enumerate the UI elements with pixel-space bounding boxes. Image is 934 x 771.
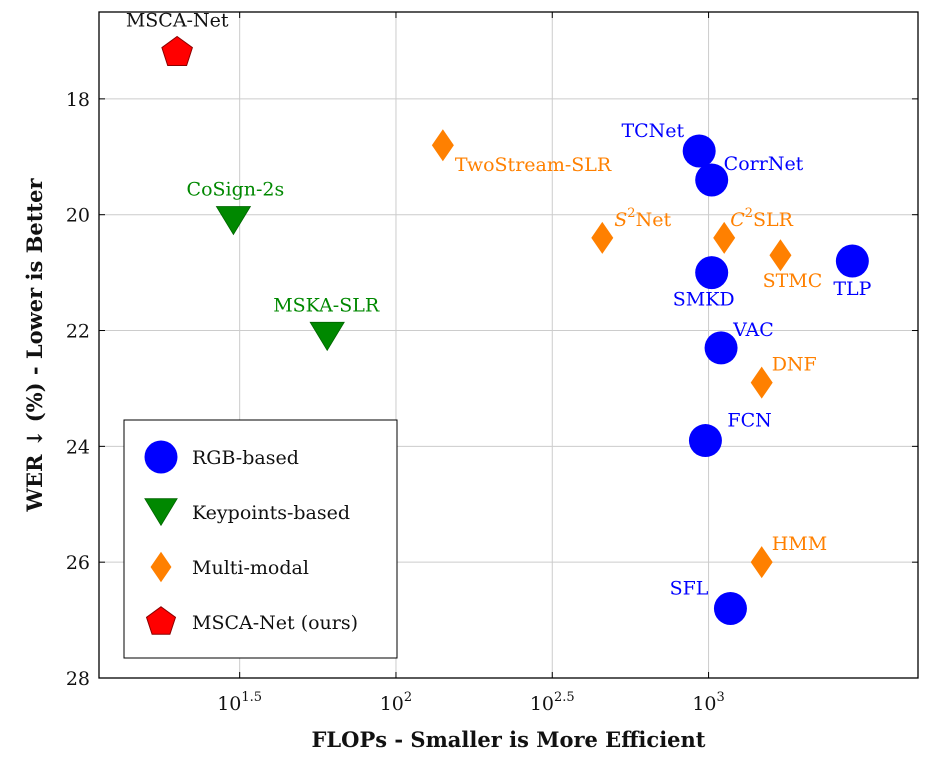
legend-mm-marker <box>150 551 172 583</box>
point-dnf-label: DNF <box>772 354 817 376</box>
point-s-net-label: S2Net <box>614 206 671 231</box>
point-c-slr-marker <box>713 221 736 254</box>
point-fcn-label: FCN <box>727 410 771 432</box>
y-tick-label: 20 <box>66 205 90 227</box>
y-tick-label: 18 <box>66 89 90 111</box>
point-mska-slr-label: MSKA-SLR <box>273 294 380 316</box>
point-mska-slr-marker <box>309 321 345 352</box>
x-tick-label: 102.5 <box>530 690 575 715</box>
y-tick-label: 24 <box>66 436 90 458</box>
point-vac-label: VAC <box>732 319 774 341</box>
point-hmm-label: HMM <box>772 533 827 555</box>
point-vac-marker <box>704 331 738 365</box>
point-fcn-marker <box>688 424 722 458</box>
x-axis-title: FLOPs - Smaller is More Efficient <box>311 727 705 752</box>
legend: RGB-based Keypoints-based Multi-modal MSCA-… <box>123 419 398 659</box>
legend-ours-label: MSCA-Net (ours) <box>192 612 358 634</box>
data-points: MSCA-Net CoSign-2s MSKA-SLR TwoStream-SLR S2… <box>126 10 872 626</box>
point-smkd-marker <box>695 256 729 290</box>
point-stmc-label: STMC <box>763 270 823 292</box>
point-stmc-marker <box>769 239 792 272</box>
point-tcnet-label: TCNet <box>621 120 684 142</box>
point-sfl-label: SFL <box>670 578 709 600</box>
x-tick-label: 103 <box>692 690 724 715</box>
x-tick-label: 101.5 <box>217 690 262 715</box>
legend-kp-marker <box>144 498 178 527</box>
point-c-slr-label: C2SLR <box>730 206 793 231</box>
y-axis-ticks: 18 20 22 24 26 28 <box>66 89 918 690</box>
point-corrnet-marker <box>695 163 729 197</box>
point-dnf-marker <box>750 366 773 399</box>
point-cosign-2s-marker <box>215 206 252 236</box>
point-tlp-label: TLP <box>833 278 871 300</box>
x-axis-ticks: 101.5 102 102.5 103 <box>217 12 725 715</box>
y-tick-label: 22 <box>66 321 90 343</box>
point-twostream-slr-marker <box>431 129 454 162</box>
x-tick-label: 102 <box>380 690 412 715</box>
point-s-net-marker <box>591 221 614 254</box>
point-msca-net-marker <box>161 35 193 66</box>
legend-mm-label: Multi-modal <box>192 557 309 579</box>
point-smkd-label: SMKD <box>673 289 735 311</box>
legend-kp-label: Keypoints-based <box>192 502 350 524</box>
point-hmm-marker <box>750 546 773 579</box>
legend-ours-marker <box>145 606 177 635</box>
y-axis-title: WER ↓ (%) - Lower is Better <box>22 178 47 513</box>
point-sfl-marker <box>713 592 747 626</box>
point-msca-net-label: MSCA-Net <box>126 10 229 32</box>
plot-frame <box>98 11 919 679</box>
legend-rgb-marker <box>144 440 178 474</box>
point-tcnet-marker <box>682 134 716 168</box>
point-corrnet-label: CorrNet <box>724 153 804 175</box>
y-tick-label: 26 <box>66 552 90 574</box>
point-twostream-slr-label: TwoStream-SLR <box>455 154 612 176</box>
point-tlp-marker <box>835 244 869 278</box>
y-tick-label: 28 <box>66 668 90 690</box>
point-cosign-2s-label: CoSign-2s <box>187 178 285 200</box>
legend-rgb-label: RGB-based <box>192 447 299 469</box>
